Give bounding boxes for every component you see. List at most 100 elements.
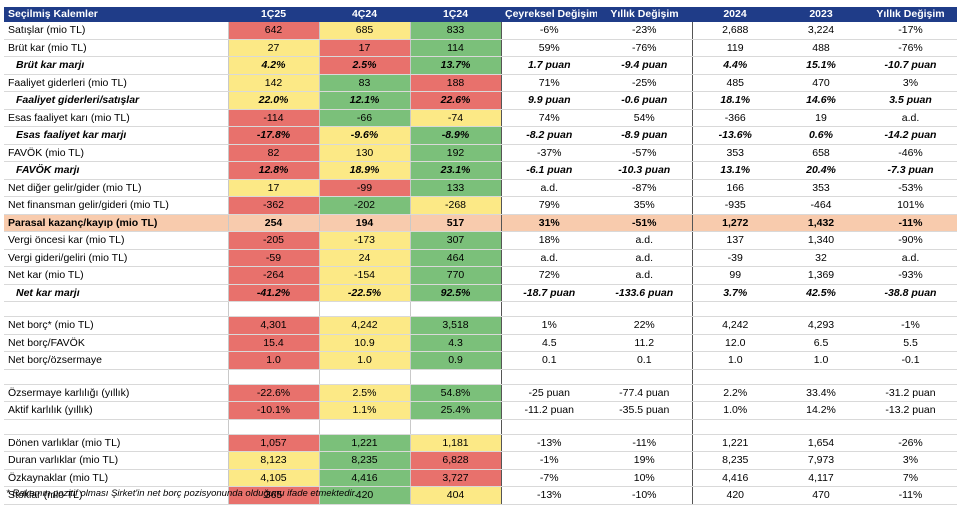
quarter-value-cell: 188 <box>409 74 501 92</box>
quarter-value-cell: -173 <box>318 231 410 250</box>
annual-yoy-cell: a.d. <box>864 109 957 127</box>
row-label: Net borç* (mio TL) <box>4 316 228 335</box>
table-row: Net finansman gelir/gideri (mio TL) -362-… <box>4 196 957 215</box>
row-label: Duran varlıklar (mio TL) <box>4 451 228 470</box>
quarter-value-cell: 8,235 <box>318 451 410 470</box>
spacer-cell <box>409 369 501 385</box>
year-2024-cell: 137 <box>691 231 778 250</box>
quarter-value-cell: 114 <box>409 39 501 57</box>
yoy-change-cell: 35% <box>597 196 692 215</box>
header-yoy: Yıllık Değişim <box>597 7 692 22</box>
spacer-row <box>4 419 957 435</box>
row-label: Net finansman gelir/gideri (mio TL) <box>4 196 228 215</box>
spacer-cell <box>409 419 501 435</box>
table-row: Net borç/özsermaye 1.0 1.0 0.9 0.1 0.1 1.0 1.0-… <box>4 351 957 370</box>
quarter-value-cell: 1,181 <box>409 434 501 452</box>
year-2023-cell: 42.5% <box>778 284 864 302</box>
yoy-change-cell: -25% <box>597 74 692 92</box>
header-q3: 1Ç24 <box>410 7 501 22</box>
row-label: Aktif karlılık (yıllık) <box>4 401 228 420</box>
quarter-value-cell: -202 <box>318 196 410 215</box>
year-2023-cell: 470 <box>778 486 864 505</box>
spacer-cell <box>318 419 410 435</box>
quarter-value-cell: 133 <box>409 179 501 197</box>
spacer-cell <box>864 369 957 385</box>
quarter-value-cell: -22.6% <box>227 384 319 402</box>
annual-yoy-cell: 101% <box>864 196 957 215</box>
table-row: Vergi öncesi kar (mio TL) -205 -173 307 18% a… <box>4 231 957 250</box>
row-label: Özkaynaklar (mio TL) <box>4 469 228 487</box>
spacer-cell <box>227 419 319 435</box>
quarter-value-cell: 194 <box>318 214 410 232</box>
row-label: Brüt kar marjı <box>4 56 228 75</box>
table-row: Stoklar (mio TL) 365 420 404 -13% -10% 420 470-… <box>4 486 957 505</box>
spacer-cell <box>4 301 228 317</box>
annual-yoy-cell: -90% <box>864 231 957 250</box>
quarter-value-cell: -268 <box>409 196 501 215</box>
quarter-value-cell: 365 <box>227 486 319 505</box>
quarter-value-cell: 4,416 <box>318 469 410 487</box>
quarter-value-cell: -205 <box>227 231 319 250</box>
table-row: Net kar marjı -41.2% -22.5% 92.5% -18.7 puan… <box>4 284 957 302</box>
year-2023-cell: 1,340 <box>778 231 864 250</box>
year-2024-cell: -13.6% <box>691 126 778 145</box>
quarter-value-cell: 420 <box>318 486 410 505</box>
table-row: Özsermaye karlılığı (yıllık) -22.6% 2.5% 54… <box>4 384 957 402</box>
quarter-value-cell: 54.8% <box>409 384 501 402</box>
annual-yoy-cell: -93% <box>864 266 957 285</box>
header-y1: 2024 <box>692 7 778 22</box>
year-2024-cell: -366 <box>691 109 778 127</box>
quarter-value-cell: -66 <box>318 109 410 127</box>
qoq-change-cell: -6% <box>500 22 597 40</box>
quarter-value-cell: 0.9 <box>409 351 501 370</box>
qoq-change-cell: 79% <box>500 196 597 215</box>
year-2024-cell: 3.7% <box>691 284 778 302</box>
row-label: Parasal kazanç/kayıp (mio TL) <box>4 214 228 232</box>
row-label: Brüt kar (mio TL) <box>4 39 228 57</box>
spacer-cell <box>778 419 864 435</box>
year-2023-cell: 14.6% <box>778 91 864 110</box>
qoq-change-cell: 71% <box>500 74 597 92</box>
year-2023-cell: 1,432 <box>778 214 864 232</box>
quarter-value-cell: -41.2% <box>227 284 319 302</box>
quarter-value-cell: 13.7% <box>409 56 501 75</box>
annual-yoy-cell: -17% <box>864 22 957 40</box>
footnote: * Rakamın pozitif olması Şirket'in net b… <box>6 488 358 499</box>
row-label: Net kar marjı <box>4 284 228 302</box>
spacer-row <box>4 369 957 385</box>
qoq-change-cell: -13% <box>500 434 597 452</box>
qoq-change-cell: -6.1 puan <box>500 161 597 180</box>
year-2023-cell: 19 <box>778 109 864 127</box>
yoy-change-cell: -77.4 puan <box>597 384 692 402</box>
spacer-cell <box>227 301 319 317</box>
year-2024-cell: 4.4% <box>691 56 778 75</box>
quarter-value-cell: 12.8% <box>227 161 319 180</box>
row-label: Net borç/özsermaye <box>4 351 228 370</box>
spacer-cell <box>864 419 957 435</box>
quarter-value-cell: 130 <box>318 144 410 162</box>
spacer-cell <box>500 369 597 385</box>
quarter-value-cell: -154 <box>318 266 410 285</box>
quarter-value-cell: 3,727 <box>409 469 501 487</box>
qoq-change-cell: -11.2 puan <box>500 401 597 420</box>
year-2023-cell: 4,293 <box>778 316 864 335</box>
year-2024-cell: 2,688 <box>691 22 778 40</box>
yoy-change-cell: -23% <box>597 22 692 40</box>
annual-yoy-cell: -38.8 puan <box>864 284 957 302</box>
qoq-change-cell: -25 puan <box>500 384 597 402</box>
quarter-value-cell: 517 <box>409 214 501 232</box>
yoy-change-cell: 19% <box>597 451 692 470</box>
quarter-value-cell: 254 <box>227 214 319 232</box>
year-2024-cell: 353 <box>691 144 778 162</box>
row-label: Dönen varlıklar (mio TL) <box>4 434 228 452</box>
row-label: Faaliyet giderleri/satışlar <box>4 91 228 110</box>
year-2023-cell: 658 <box>778 144 864 162</box>
spacer-cell <box>227 369 319 385</box>
table-row: Vergi gideri/geliri (mio TL) -59 24 464 a.d.… <box>4 249 957 267</box>
spacer-cell <box>691 369 778 385</box>
yoy-change-cell: -133.6 puan <box>597 284 692 302</box>
annual-yoy-cell: 3.5 puan <box>864 91 957 110</box>
yoy-change-cell: -8.9 puan <box>597 126 692 145</box>
yoy-change-cell: -11% <box>597 434 692 452</box>
row-label: Satışlar (mio TL) <box>4 22 228 40</box>
